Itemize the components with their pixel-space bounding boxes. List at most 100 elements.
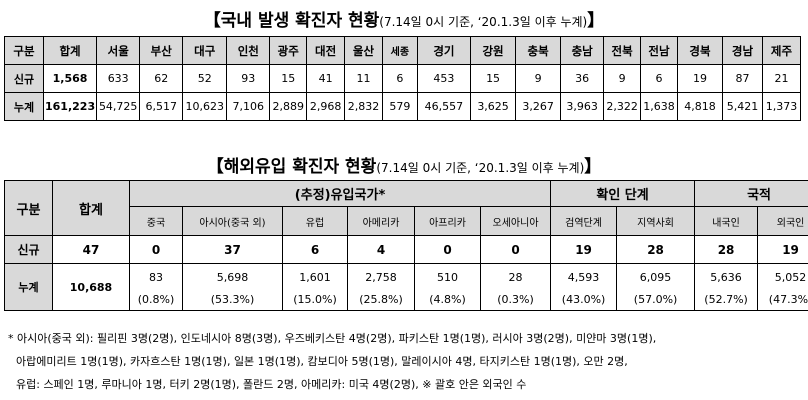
table-cell: 28: [694, 235, 759, 264]
subheader-cell: 아프리카: [414, 206, 481, 236]
domestic-table: 구분 합계 서울 부산 대구 인천 광주 대전 울산 세종 경기 강원 충북 충…: [4, 36, 802, 121]
domestic-header-cell: 경남: [721, 36, 763, 65]
table-cell: 6,517: [139, 92, 184, 121]
footnotes: * 아시아(중국 외): 필리핀 3명(2명), 인도네시아 8명(3명), 우…: [8, 327, 803, 396]
table-cell: 87: [721, 64, 763, 93]
table-cell: 3,625: [470, 92, 517, 121]
table-cell: 1,638: [640, 92, 678, 121]
subheader-cell: 지역사회: [616, 206, 696, 236]
subheader-cell: 외국인: [757, 206, 808, 236]
table-cell: 62: [139, 64, 184, 93]
overseas-title: 【해외유입 확진자 현황(7.14일 0시 기준, ‘20.1.3일 이후 누계…: [0, 152, 808, 177]
total-header: 합계: [52, 180, 130, 236]
subheader-cell: 중국: [129, 206, 183, 236]
overseas-title-end: 】: [584, 157, 602, 177]
countries-header: (추정)유입국가*: [128, 180, 552, 207]
domestic-header-cell: 충남: [560, 36, 605, 65]
table-cell: 21: [761, 64, 802, 93]
table-cell: 52: [182, 64, 228, 93]
domestic-cum-row: 누계 161,223 54,725 6,517 10,623 7,106 2,8…: [4, 92, 802, 121]
table-cell: 161,223: [42, 92, 98, 121]
subheader-cell: 오세아니아: [479, 206, 552, 236]
footnote-line: 아랍에미리트 1명(1명), 카자흐스탄 1명(1명), 일본 1명(1명), …: [16, 355, 628, 368]
table-cell: 9: [603, 64, 642, 93]
table-cell: 36: [560, 64, 605, 93]
domestic-header-row: 구분 합계 서울 부산 대구 인천 광주 대전 울산 세종 경기 강원 충북 충…: [4, 36, 802, 65]
table-cell: 19: [757, 235, 808, 264]
domestic-header-cell: 울산: [344, 36, 383, 65]
table-cell: 3,963: [560, 92, 605, 121]
table-cell: 0: [414, 235, 481, 264]
domestic-new-row: 신규 1,568 633 62 52 93 15 41 11 6 453 15 …: [4, 64, 802, 93]
table-cell: 54,725: [96, 92, 141, 121]
table-cell: 5,052: [757, 263, 808, 288]
table-cell: 1,601: [282, 263, 348, 288]
table-cell: 37: [182, 235, 283, 264]
row-label: 누계: [4, 92, 44, 121]
footnote-line: 유럽: 스페인 1명, 루마니아 1명, 터키 2명(1명), 폴란드 2명, …: [16, 378, 527, 391]
pct-cell: (57.0%): [616, 288, 696, 311]
subheader-cell: 유럽: [282, 206, 348, 236]
table-cell: 0: [479, 235, 552, 264]
subheader-cell: 내국인: [694, 206, 759, 236]
table-cell: 9: [515, 64, 562, 93]
domestic-header-cell: 부산: [139, 36, 184, 65]
footnote-line: * 아시아(중국 외): 필리핀 3명(2명), 인도네시아 8명(3명), 우…: [8, 332, 657, 345]
table-cell: 5,698: [182, 263, 283, 288]
domestic-header-cell: 대구: [182, 36, 228, 65]
table-cell: 47: [52, 235, 130, 264]
table-cell: 4,818: [676, 92, 723, 121]
table-cell: 4: [347, 235, 415, 264]
domestic-header-cell: 제주: [761, 36, 802, 65]
table-cell: 5,421: [721, 92, 763, 121]
domestic-header-cell: 강원: [470, 36, 517, 65]
table-cell: 3,267: [515, 92, 562, 121]
overseas-header-row: 구분 합계 (추정)유입국가* 확인 단계 국적: [4, 180, 808, 236]
table-cell: 28: [479, 263, 552, 288]
domestic-header-cell: 서울: [96, 36, 141, 65]
table-cell: 11: [344, 64, 383, 93]
domestic-header-cell: 대전: [306, 36, 346, 65]
table-cell: 579: [381, 92, 418, 121]
domestic-header-cell: 구분: [4, 36, 44, 65]
domestic-header-cell: 전남: [640, 36, 678, 65]
table-cell: 28: [616, 235, 696, 264]
table-cell: 93: [226, 64, 271, 93]
table-cell: 2,968: [306, 92, 346, 121]
domestic-title: 【국내 발생 확진자 현황(7.14일 0시 기준, ‘20.1.3일 이후 누…: [0, 6, 808, 31]
row-label: 신규: [4, 64, 44, 93]
table-cell: 6: [640, 64, 678, 93]
table-cell: 41: [306, 64, 346, 93]
domestic-header-cell: 광주: [269, 36, 308, 65]
pct-cell: (0.8%): [129, 288, 183, 311]
table-cell: 2,758: [347, 263, 415, 288]
table-cell: 510: [414, 263, 481, 288]
pct-cell: (25.8%): [347, 288, 415, 311]
row-label: 누계: [4, 263, 53, 311]
domestic-header-cell: 충북: [515, 36, 562, 65]
table-cell: 6,095: [616, 263, 696, 288]
overseas-table: 구분 합계 (추정)유입국가* 확인 단계 국적 중국 아시아(중국 외) 유럽…: [4, 180, 808, 311]
gubun-header: 구분: [4, 180, 53, 236]
pct-cell: (43.0%): [550, 288, 618, 311]
domestic-header-cell: 경기: [416, 36, 472, 65]
table-cell: 19: [676, 64, 723, 93]
pct-cell: (47.3%): [757, 288, 808, 311]
pct-cell: (4.8%): [414, 288, 481, 311]
overseas-new-row: 신규 47 0 37 6 4 0 0 19 28 28 19: [4, 235, 808, 264]
domestic-header-cell: 인천: [226, 36, 271, 65]
overseas-subheader-row: 중국 아시아(중국 외) 유럽 아메리카 아프리카 오세아니아 검역단계 지역사…: [4, 206, 808, 236]
table-cell: 10,623: [182, 92, 228, 121]
table-cell: 15: [470, 64, 517, 93]
table-cell: 6: [282, 235, 348, 264]
pct-cell: (52.7%): [694, 288, 759, 311]
table-cell: 453: [416, 64, 472, 93]
pct-cell: (15.0%): [282, 288, 348, 311]
table-cell: 6: [381, 64, 418, 93]
table-cell: 15: [269, 64, 308, 93]
table-cell: 19: [550, 235, 618, 264]
domestic-title-sub: (7.14일 0시 기준, ‘20.1.3일 이후 누계): [379, 15, 588, 29]
domestic-header-cell: 경북: [676, 36, 723, 65]
table-cell: 5,636: [694, 263, 759, 288]
table-cell: 10,688: [52, 263, 130, 311]
